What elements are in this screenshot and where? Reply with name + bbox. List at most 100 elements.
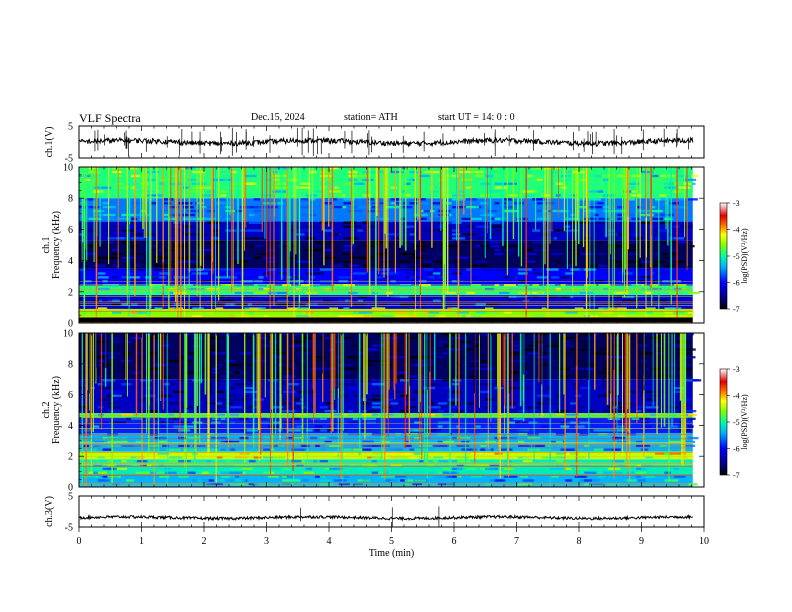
psd-speckle <box>348 264 359 267</box>
psd-speckle <box>584 479 592 482</box>
psd-speckle <box>192 307 204 310</box>
psd-speckle <box>93 295 107 299</box>
psd-speckle <box>234 272 245 275</box>
psd-speckle <box>173 307 180 310</box>
psd-speckle <box>93 425 100 428</box>
psd-speckle <box>140 260 147 263</box>
psd-speckle <box>211 421 225 424</box>
psd-speckle <box>400 284 412 287</box>
psd-speckle <box>248 229 262 232</box>
psd-speckle <box>248 213 255 217</box>
psd-speckle <box>560 276 570 279</box>
psd-speckle <box>159 463 165 467</box>
psd-speckle <box>688 348 696 351</box>
psd-speckle <box>201 448 213 451</box>
psd-speckle <box>489 479 495 482</box>
psd-speckle <box>230 363 242 367</box>
psd-speckle <box>475 383 490 386</box>
psd-speckle <box>343 245 355 248</box>
psd-speckle <box>215 436 225 440</box>
psd-speckle <box>442 379 453 382</box>
psd-speckle <box>220 475 229 478</box>
psd-speckle <box>244 336 256 340</box>
psd-speckle <box>518 284 530 287</box>
psd-speckle <box>650 284 659 287</box>
psd-speckle <box>428 359 435 363</box>
psd-speckle <box>197 336 208 340</box>
psd-speckle <box>404 178 413 182</box>
psd-speckle <box>584 315 598 318</box>
psd-speckle <box>282 268 288 271</box>
psd-speckle <box>215 456 223 459</box>
psd-speckle <box>192 467 203 471</box>
psd-speckle <box>428 202 441 205</box>
psd-speckle <box>499 202 505 205</box>
psd-speckle <box>390 456 399 459</box>
psd-speckle <box>93 471 102 474</box>
psd-speckle <box>215 390 225 394</box>
psd-speckle <box>570 463 579 467</box>
psd-speckle <box>159 475 170 478</box>
psd-speckle <box>409 440 419 444</box>
psd-speckle <box>659 174 666 178</box>
psd-speckle <box>88 178 102 182</box>
psd-speckle <box>409 241 418 244</box>
psd-speckle <box>366 202 381 205</box>
psd-speckle <box>112 248 119 252</box>
psd-speckle <box>338 264 348 267</box>
psd-speckle <box>305 340 315 344</box>
psd-speckle <box>338 276 352 279</box>
psd-speckle <box>239 291 254 295</box>
psd-speckle <box>130 303 138 306</box>
psd-speckle <box>508 429 515 432</box>
psd-speckle <box>390 167 399 170</box>
psd-speckle <box>291 276 303 279</box>
psd-speckle <box>338 483 350 486</box>
psd-speckle <box>163 233 170 236</box>
x-tick-label: 5 <box>389 536 394 547</box>
psd-speckle <box>182 303 197 306</box>
psd-speckle <box>201 471 209 474</box>
psd-speckle <box>352 417 358 421</box>
psd-speckle <box>409 483 422 486</box>
psd-speckle <box>192 182 207 185</box>
psd-speckle <box>395 348 401 351</box>
psd-speckle <box>371 315 382 318</box>
psd-speckle <box>385 206 400 209</box>
psd-speckle <box>234 291 244 295</box>
psd-speckle <box>230 186 235 189</box>
psd-speckle <box>258 440 265 444</box>
psd-speckle <box>140 444 153 447</box>
psd-speckle <box>395 475 407 478</box>
psd-speckle <box>258 252 266 256</box>
psd-speckle <box>551 209 563 213</box>
psd-speckle <box>489 241 498 244</box>
psd-speckle <box>518 444 531 447</box>
psd-speckle <box>97 256 108 260</box>
psd-speckle <box>485 440 497 444</box>
psd-speckle <box>324 367 337 370</box>
y-axis-label: Frequency (kHz) <box>51 376 62 444</box>
psd-speckle <box>433 359 442 363</box>
psd-speckle <box>447 348 461 351</box>
psd-speckle <box>683 363 693 367</box>
psd-speckle <box>395 237 402 240</box>
psd-speckle <box>593 213 599 217</box>
psd-speckle <box>494 460 502 463</box>
psd-speckle <box>659 221 671 224</box>
psd-speckle <box>149 295 164 299</box>
psd-speckle <box>631 174 640 178</box>
psd-speckle <box>555 463 564 467</box>
psd-speckle <box>79 440 91 444</box>
psd-speckle <box>607 483 620 486</box>
psd-speckle <box>201 268 215 271</box>
psd-speckle <box>220 190 229 193</box>
psd-speckle <box>286 221 299 224</box>
psd-speckle <box>447 307 457 310</box>
psd-speckle <box>182 202 193 205</box>
psd-speckle <box>400 217 407 221</box>
psd-speckle <box>485 174 494 178</box>
psd-speckle <box>603 448 615 451</box>
psd-speckle <box>570 194 577 197</box>
psd-speckle <box>480 467 490 471</box>
